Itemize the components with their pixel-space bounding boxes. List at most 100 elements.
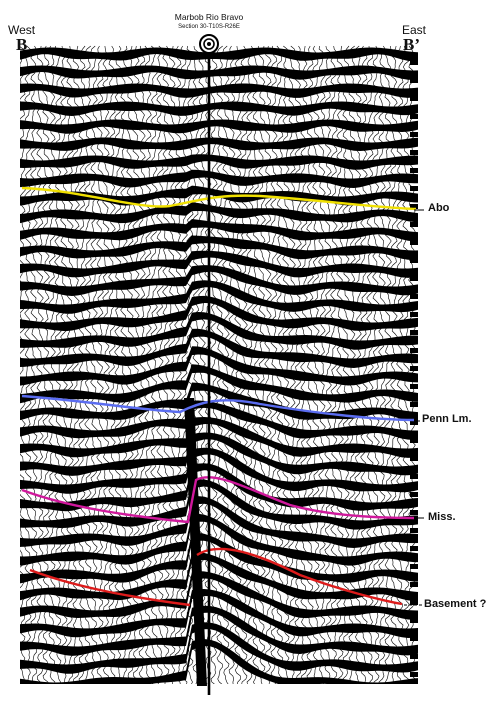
seismic-trace bbox=[78, 45, 86, 684]
well-location-label: Section 30-T10S-R26E bbox=[178, 24, 240, 30]
horizon-lines bbox=[21, 186, 417, 607]
seismic-trace bbox=[390, 45, 398, 684]
seismic-trace bbox=[402, 45, 410, 684]
fault-line bbox=[184, 398, 207, 686]
seismic-trace bbox=[360, 45, 368, 684]
seismic-trace bbox=[90, 45, 98, 684]
reflector-band bbox=[20, 605, 418, 656]
seismic-trace bbox=[288, 45, 296, 684]
seismic-trace bbox=[300, 45, 308, 684]
trace-tick bbox=[410, 456, 418, 461]
seismic-trace bbox=[294, 45, 302, 684]
seismic-trace bbox=[216, 45, 224, 684]
reflector-band bbox=[20, 552, 418, 601]
trace-tick bbox=[410, 618, 418, 623]
trace-tick bbox=[410, 78, 418, 83]
seismic-trace bbox=[264, 45, 272, 684]
penn-horizon bbox=[21, 394, 415, 422]
trace-tick bbox=[410, 60, 418, 65]
seismic-trace bbox=[102, 45, 110, 684]
trace-tick bbox=[410, 240, 418, 245]
trace-tick bbox=[410, 384, 418, 389]
trace-tick bbox=[410, 546, 418, 551]
reflector-band bbox=[20, 280, 418, 314]
seismic-trace bbox=[282, 45, 290, 684]
seismic-trace bbox=[30, 45, 38, 684]
seismic-trace bbox=[312, 45, 320, 684]
trace-tick bbox=[410, 528, 418, 533]
reflector-band bbox=[20, 589, 418, 638]
reflector-band bbox=[20, 496, 418, 548]
seismic-trace bbox=[246, 45, 254, 684]
trace-tick bbox=[410, 654, 418, 659]
seismic-trace bbox=[144, 45, 152, 684]
reflector-band bbox=[20, 154, 418, 170]
seismic-reflections bbox=[20, 45, 418, 684]
seismic-trace bbox=[378, 45, 386, 684]
seismic-trace bbox=[186, 45, 194, 684]
west-end-label: B bbox=[16, 35, 28, 54]
seismic-trace bbox=[222, 45, 230, 684]
trace-tick bbox=[410, 492, 418, 497]
trace-tick bbox=[410, 474, 418, 479]
seismic-trace bbox=[156, 45, 164, 684]
seismic-trace bbox=[252, 45, 260, 684]
reflector-band bbox=[20, 479, 418, 530]
seismic-trace bbox=[270, 45, 278, 684]
reflector-band bbox=[20, 265, 418, 296]
trace-tick bbox=[410, 600, 418, 605]
reflector-band bbox=[20, 119, 418, 134]
trace-tick bbox=[410, 222, 418, 227]
reflector-band bbox=[20, 532, 418, 584]
trace-tick bbox=[410, 150, 418, 155]
reflector-band bbox=[20, 65, 418, 80]
reflector-band bbox=[20, 432, 418, 476]
seismic-trace bbox=[324, 45, 332, 684]
basement-label: Basement ? bbox=[424, 598, 487, 610]
miss-horizon bbox=[21, 476, 415, 524]
seismic-trace bbox=[336, 45, 344, 684]
seismic-trace bbox=[20, 46, 26, 684]
east-label: East bbox=[402, 23, 427, 37]
seismic-trace bbox=[96, 45, 104, 684]
seismic-trace bbox=[318, 45, 326, 684]
fault-plane bbox=[184, 398, 207, 686]
trace-tick bbox=[410, 96, 418, 101]
seismic-trace bbox=[342, 45, 350, 684]
seismic-trace bbox=[36, 45, 44, 684]
reflector-band bbox=[20, 185, 418, 206]
miss-label: Miss. bbox=[428, 511, 456, 523]
seismic-trace bbox=[114, 45, 122, 684]
reflector-band bbox=[20, 235, 418, 260]
trace-tick bbox=[410, 168, 418, 173]
seismic-trace bbox=[48, 45, 56, 684]
seismic-trace bbox=[384, 45, 392, 684]
reflector-band bbox=[20, 346, 418, 386]
seismic-trace bbox=[240, 45, 248, 684]
basement-horizon-west bbox=[29, 568, 191, 607]
seismic-trace bbox=[258, 45, 266, 684]
trace-tick bbox=[410, 438, 418, 443]
seismic-trace bbox=[84, 45, 92, 684]
trace-tick bbox=[410, 672, 418, 677]
trace-tick bbox=[410, 276, 418, 281]
seismic-trace bbox=[108, 45, 116, 684]
seismic-trace bbox=[276, 45, 284, 684]
well-name-label: Marbob Rio Bravo bbox=[174, 12, 244, 22]
reflector-band bbox=[20, 250, 418, 278]
seismic-trace bbox=[132, 45, 140, 684]
basement-horizon-east bbox=[196, 547, 403, 606]
reflector-band bbox=[20, 169, 418, 188]
trace-tick bbox=[410, 132, 418, 137]
trace-tick bbox=[410, 258, 418, 263]
seismic-trace bbox=[150, 45, 158, 684]
trace-tick bbox=[410, 114, 418, 119]
seismic-trace bbox=[72, 45, 80, 684]
trace-tick bbox=[410, 294, 418, 299]
trace-tick bbox=[410, 420, 418, 425]
penn-lm-label: Penn Lm. bbox=[422, 413, 472, 425]
seismic-trace bbox=[234, 45, 242, 684]
seismic-trace bbox=[126, 45, 134, 684]
reflector-band bbox=[20, 137, 418, 151]
reflector-band bbox=[20, 312, 418, 350]
